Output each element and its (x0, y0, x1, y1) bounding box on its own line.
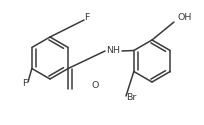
Text: Br: Br (126, 92, 136, 102)
Text: F: F (84, 12, 90, 22)
Text: NH: NH (106, 46, 120, 56)
Text: O: O (91, 82, 98, 90)
Text: F: F (22, 78, 28, 88)
Text: OH: OH (178, 14, 192, 22)
